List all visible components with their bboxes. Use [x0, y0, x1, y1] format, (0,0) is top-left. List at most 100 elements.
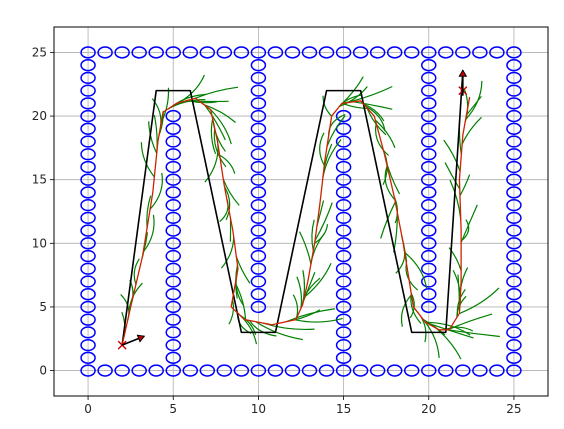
obstacle-marker [335, 46, 352, 59]
obstacle-marker [250, 364, 267, 377]
rollout-curve [353, 101, 393, 110]
obstacle-marker [335, 288, 352, 301]
obstacle-marker [250, 148, 267, 161]
obstacle-marker [284, 46, 301, 59]
rollout-curve [314, 224, 329, 244]
obstacle-marker [80, 326, 96, 339]
obstacle-marker [165, 275, 181, 288]
rollout-curve [298, 231, 312, 265]
obstacle-marker [335, 173, 352, 186]
obstacle-marker [489, 46, 505, 59]
obstacle-marker [80, 148, 96, 161]
obstacle-marker [421, 109, 437, 123]
obstacle-marker [506, 148, 522, 161]
obstacle-marker [335, 249, 352, 263]
rollout-curve [465, 95, 482, 116]
obstacle-marker [506, 211, 522, 225]
obstacle-marker [421, 135, 437, 148]
obstacle-marker [216, 364, 233, 377]
obstacle-marker [97, 46, 113, 59]
obstacle-marker [506, 186, 522, 199]
obstacle-marker [352, 364, 369, 377]
x-tick-label: 25 [506, 402, 521, 416]
rollout-curve [404, 251, 428, 289]
rollout-curve [460, 219, 470, 242]
obstacle-marker [352, 46, 369, 59]
obstacle-marker [369, 46, 386, 59]
obstacle-marker [335, 186, 352, 199]
obstacle-marker [80, 338, 96, 352]
obstacle-marker [506, 237, 522, 250]
obstacle-marker [421, 364, 437, 377]
obstacle-marker [506, 288, 522, 301]
rollout-curve [219, 154, 236, 174]
rollout-curve [203, 104, 236, 123]
rollout-curve [461, 116, 482, 145]
obstacle-marker [80, 262, 96, 275]
obstacle-marker [506, 46, 522, 59]
obstacle-marker [80, 173, 96, 186]
obstacle-marker [506, 275, 522, 288]
obstacle-marker [506, 59, 522, 72]
obstacle-marker [80, 71, 96, 85]
rollout-curve [204, 105, 226, 141]
obstacle-marker [301, 364, 318, 377]
obstacle-marker [421, 262, 437, 275]
obstacle-marker [472, 364, 488, 377]
obstacle-marker [506, 122, 522, 135]
obstacle-marker [80, 211, 96, 225]
obstacle-marker [250, 135, 267, 148]
obstacle-marker [506, 84, 522, 97]
obstacle-marker [250, 186, 267, 199]
obstacle-marker [114, 46, 130, 59]
obstacle-marker [148, 364, 164, 377]
obstacle-marker [506, 249, 522, 263]
obstacle-marker [199, 364, 216, 377]
obstacle-marker [335, 351, 352, 364]
obstacle-marker [335, 262, 352, 275]
x-tick-label: 0 [84, 402, 92, 416]
obstacle-marker [318, 46, 335, 59]
obstacle-marker [250, 46, 267, 59]
obstacle-marker [455, 46, 471, 59]
obstacle-marker [80, 59, 96, 72]
obstacle-marker [80, 351, 96, 364]
obstacle-marker [165, 249, 181, 263]
start-heading-arrow [121, 334, 146, 346]
x-tick-label: 10 [251, 402, 266, 416]
rollout-curve [255, 321, 303, 341]
rollout-curve [228, 299, 234, 325]
obstacle-marker [165, 109, 181, 123]
obstacle-marker [335, 109, 352, 123]
rollout-curve [314, 202, 333, 241]
obstacle-marker [80, 135, 96, 148]
axis-ticks: 0 5 10 15 20 25 0 5 10 15 20 25 [32, 45, 522, 416]
rollout-curve [140, 142, 155, 178]
reference-path-line [121, 71, 464, 346]
x-tick-label: 5 [169, 402, 177, 416]
obstacle-marker [335, 160, 352, 174]
obstacle-marker [233, 46, 250, 59]
rollout-curve [405, 263, 419, 291]
obstacle-marker [386, 364, 403, 377]
obstacle-marker [80, 249, 96, 263]
rollout-curve [456, 289, 466, 317]
obstacle-marker [335, 135, 352, 148]
rollout-curve [210, 118, 217, 155]
obstacle-marker [131, 46, 147, 59]
start-heading-arrow-head [136, 334, 146, 343]
obstacle-marker [506, 71, 522, 85]
rollout-curve [133, 258, 140, 285]
obstacle-marker [80, 46, 96, 59]
obstacle-marker [284, 364, 301, 377]
y-tick-label: 25 [32, 45, 47, 59]
obstacle-marker [421, 148, 437, 161]
obstacle-marker [421, 288, 437, 301]
obstacle-marker [421, 46, 437, 59]
obstacle-marker [335, 148, 352, 161]
obstacle-marker [250, 173, 267, 186]
obstacle-marker [250, 71, 267, 85]
rollout-curve [465, 80, 483, 120]
obstacle-marker [165, 173, 181, 186]
